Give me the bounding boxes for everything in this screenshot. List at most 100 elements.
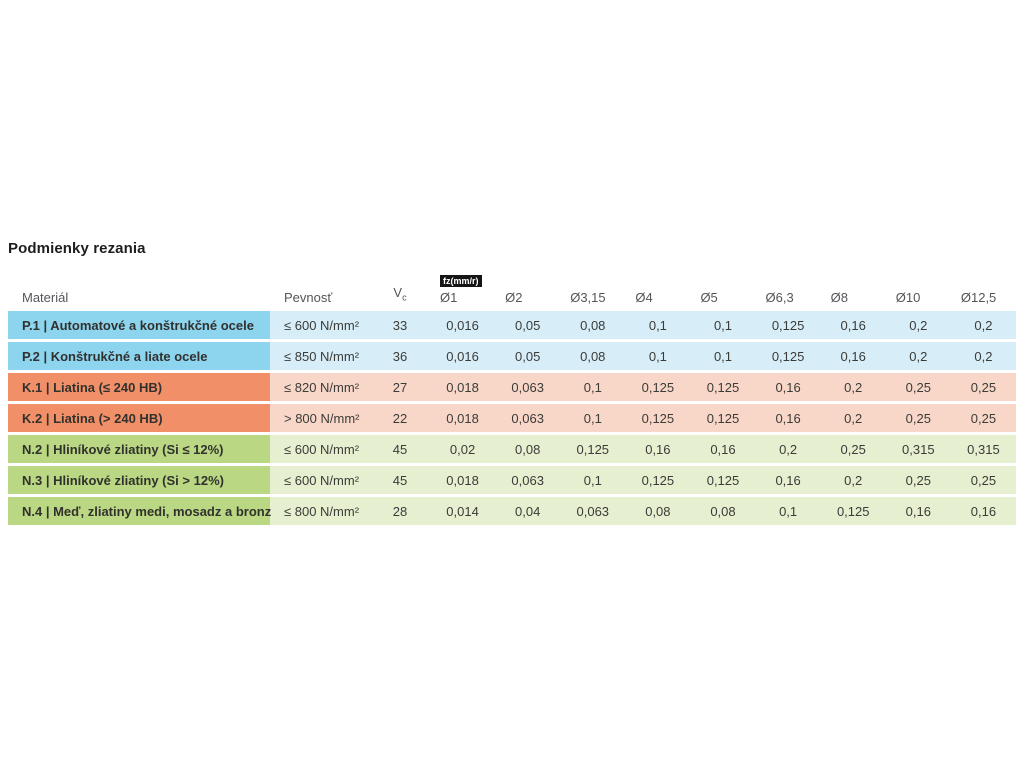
material-cell: N.4 | Meď, zliatiny medi, mosadz a bronz <box>8 497 271 525</box>
feed-value-cell: 0,125 <box>641 379 675 395</box>
feed-value-cell: 0,08 <box>580 348 606 364</box>
feed-value-cell: 0,25 <box>905 410 931 426</box>
cutting-speed-cell: 45 <box>392 441 408 457</box>
feed-value-cell: 0,25 <box>905 379 931 395</box>
feed-value-cell: 0,16 <box>645 441 671 457</box>
feed-value-cell: 0,018 <box>446 379 479 395</box>
table-row: N.3 | Hliníkové zliatiny (Si > 12%) ≤ 60… <box>8 466 1016 494</box>
feed-value-cell: 0,16 <box>840 348 866 364</box>
feed-value-cell: 0,16 <box>775 472 801 488</box>
column-header-diameter: Ø3,15 <box>570 289 606 305</box>
table-row: K.2 | Liatina (> 240 HB) > 800 N/mm² 22 … <box>8 404 1016 432</box>
feed-value-cell: 0,1 <box>583 379 602 395</box>
feed-value-cell: 0,1 <box>779 503 798 519</box>
feed-value-cell: 0,2 <box>974 348 993 364</box>
table-row: K.1 | Liatina (≤ 240 HB) ≤ 820 N/mm² 27 … <box>8 373 1016 401</box>
cutting-speed-cell: 33 <box>392 317 408 333</box>
feed-value-cell: 0,2 <box>909 317 928 333</box>
feed-value-cell: 0,1 <box>648 317 667 333</box>
feed-value-cell: 0,063 <box>511 410 544 426</box>
vc-subscript: c <box>402 292 407 303</box>
column-header-diameter: Ø5 <box>700 289 718 305</box>
table-row: P.1 | Automatové a konštrukčné ocele ≤ 6… <box>8 311 1016 339</box>
feed-value-cell: 0,25 <box>840 441 866 457</box>
material-cell: N.2 | Hliníkové zliatiny (Si ≤ 12%) <box>8 435 270 463</box>
feed-value-cell: 0,016 <box>446 348 479 364</box>
feed-value-cell: 0,16 <box>775 379 801 395</box>
column-header-diameter: Ø8 <box>830 289 848 305</box>
column-header-diameter: fz(mm/r) Ø1 <box>430 274 495 307</box>
feed-value-cell: 0,063 <box>511 379 544 395</box>
feed-value-cell: 0,1 <box>648 348 667 364</box>
page-title: Podmienky rezania <box>8 240 146 257</box>
feed-value-cell: 0,125 <box>641 410 675 426</box>
feed-value-cell: 0,125 <box>641 472 675 488</box>
feed-value-cell: 0,2 <box>844 472 863 488</box>
column-header-strength: Pevnosť <box>284 289 333 305</box>
feed-value-cell: 0,125 <box>576 441 610 457</box>
column-header-diameter: Ø12,5 <box>960 289 997 305</box>
feed-value-cell: 0,315 <box>902 441 935 457</box>
feed-value-cell: 0,125 <box>771 317 805 333</box>
feed-value-cell: 0,25 <box>970 379 997 395</box>
feed-value-cell: 0,16 <box>905 503 931 519</box>
table-row: P.2 | Konštrukčné a liate ocele ≤ 850 N/… <box>8 342 1016 370</box>
feed-value-cell: 0,16 <box>775 410 801 426</box>
feed-value-cell: 0,08 <box>710 503 736 519</box>
strength-cell: ≤ 820 N/mm² <box>284 379 360 395</box>
material-cell: N.3 | Hliníkové zliatiny (Si > 12%) <box>8 466 270 494</box>
feed-value-cell: 0,1 <box>583 472 602 488</box>
feed-value-cell: 0,125 <box>836 503 870 519</box>
strength-cell: ≤ 600 N/mm² <box>284 472 360 488</box>
feed-value-cell: 0,16 <box>710 441 736 457</box>
table-row: N.4 | Meď, zliatiny medi, mosadz a bronz… <box>8 497 1016 525</box>
feed-value-cell: 0,1 <box>583 410 602 426</box>
material-cell: P.1 | Automatové a konštrukčné ocele <box>8 311 270 339</box>
cutting-speed-cell: 22 <box>392 410 408 426</box>
feed-value-cell: 0,04 <box>515 503 541 519</box>
feed-value-cell: 0,016 <box>446 317 479 333</box>
feed-value-cell: 0,2 <box>974 317 993 333</box>
feed-value-cell: 0,25 <box>970 410 997 426</box>
feed-value-cell: 0,25 <box>905 472 931 488</box>
strength-cell: ≤ 850 N/mm² <box>284 348 360 364</box>
cutting-speed-cell: 28 <box>392 503 408 519</box>
column-header-cutting-speed: Vc <box>370 284 430 307</box>
feed-value-cell: 0,1 <box>713 348 733 364</box>
table-row: N.2 | Hliníkové zliatiny (Si ≤ 12%) ≤ 60… <box>8 435 1016 463</box>
cutting-speed-cell: 36 <box>392 348 408 364</box>
strength-cell: ≤ 800 N/mm² <box>284 503 360 519</box>
fz-unit-badge: fz(mm/r) <box>440 274 482 287</box>
feed-value-cell: 0,08 <box>580 317 606 333</box>
column-header-diameter: Ø2 <box>505 289 523 305</box>
feed-value-cell: 0,063 <box>511 472 544 488</box>
vc-symbol: V <box>393 285 403 300</box>
feed-value-cell: 0,25 <box>970 472 997 488</box>
feed-value-cell: 0,2 <box>779 441 798 457</box>
column-header-material: Materiál <box>22 289 69 305</box>
cutting-conditions-page: Podmienky rezania Materiál Pevnosť Vc fz… <box>8 240 1016 525</box>
cutting-speed-cell: 27 <box>392 379 408 395</box>
material-cell: K.1 | Liatina (≤ 240 HB) <box>8 373 270 401</box>
feed-value-cell: 0,05 <box>515 348 541 364</box>
column-header-diameter: Ø6,3 <box>765 289 794 305</box>
feed-value-cell: 0,2 <box>844 410 863 426</box>
feed-value-cell: 0,063 <box>576 503 610 519</box>
table-header-row: Materiál Pevnosť Vc fz(mm/r) Ø1 Ø2 Ø3,15 Ø4 Ø… <box>8 274 1016 305</box>
feed-value-cell: 0,018 <box>446 410 479 426</box>
feed-value-cell: 0,125 <box>706 472 740 488</box>
feed-value-cell: 0,16 <box>840 317 866 333</box>
feed-value-cell: 0,014 <box>446 503 479 519</box>
strength-cell: > 800 N/mm² <box>284 410 360 426</box>
feed-value-cell: 0,2 <box>844 379 863 395</box>
cutting-speed-cell: 45 <box>392 472 408 488</box>
feed-value-cell: 0,2 <box>909 348 928 364</box>
strength-cell: ≤ 600 N/mm² <box>284 441 360 457</box>
feed-value-cell: 0,125 <box>706 379 740 395</box>
feed-value-cell: 0,125 <box>706 410 740 426</box>
feed-value-cell: 0,05 <box>515 317 541 333</box>
column-header-diameter: Ø4 <box>635 289 653 305</box>
feed-value-cell: 0,1 <box>713 317 733 333</box>
feed-value-cell: 0,08 <box>515 441 541 457</box>
strength-cell: ≤ 600 N/mm² <box>284 317 360 333</box>
